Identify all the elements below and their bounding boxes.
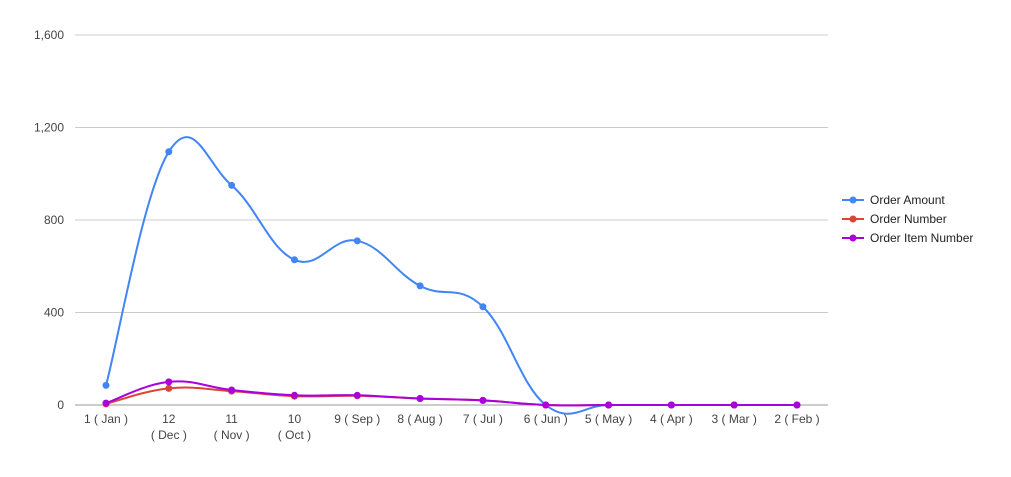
series-line [105,136,797,415]
data-point [228,181,236,189]
x-tick-label: 4 ( Apr ) [650,412,693,426]
data-point [416,282,424,290]
data-point [165,148,173,156]
data-point [479,396,487,404]
y-tick-label: 800 [44,213,64,227]
data-point [165,384,173,392]
x-tick-label: 8 ( Aug ) [397,412,442,426]
legend-label: Order Item Number [870,231,973,245]
grid-group: 0 400 800 1,200 1,600 [34,28,828,412]
series-order-amount [102,136,801,415]
data-point [667,401,675,409]
y-tick-label: 1,200 [34,121,64,135]
legend-marker [849,196,857,204]
x-tick-label: 3 ( Mar ) [712,412,757,426]
data-point [542,401,550,409]
series-line [105,386,797,407]
y-tick-label: 0 [57,398,64,412]
data-point [228,386,236,394]
data-point [793,401,801,409]
data-point [605,401,613,409]
series-line [105,380,797,407]
x-tick-label: 11 [225,412,238,426]
data-point [290,256,298,264]
data-point [290,391,298,399]
data-point [479,303,487,311]
x-tick-label: ( Nov ) [214,428,250,442]
data-point [416,395,424,403]
x-tick-label: 10 [288,412,302,426]
data-point [353,391,361,399]
data-point [165,378,173,386]
data-point [102,381,110,389]
y-tick-label: 400 [44,306,64,320]
y-tick-label: 1,600 [34,28,64,42]
legend-label: Order Number [870,212,947,226]
x-tick-label: 7 ( Jul ) [463,412,503,426]
legend-marker [849,215,857,223]
data-point [102,399,110,407]
legend-label: Order Amount [870,193,945,207]
x-tick-label: 5 ( May ) [585,412,632,426]
x-tick-label: 9 ( Sep ) [334,412,380,426]
x-tick-label: 6 ( Jun ) [524,412,568,426]
x-tick-label: 12 [162,412,176,426]
legend-marker [849,234,857,242]
legend: Order Amount Order Number Order Item Numbe… [842,193,973,245]
x-tick-label: ( Dec ) [151,428,187,442]
data-point [353,237,361,245]
data-point [730,401,738,409]
x-tick-label: ( Oct ) [278,428,311,442]
x-tick-label: 2 ( Feb ) [774,412,819,426]
x-axis-labels: 1 ( Jan ) 12 ( Dec ) 11 ( Nov ) 10 ( Oct ) 9 ( … [84,412,820,442]
series-order-item-number [102,378,801,409]
x-tick-label: 1 ( Jan ) [84,412,128,426]
